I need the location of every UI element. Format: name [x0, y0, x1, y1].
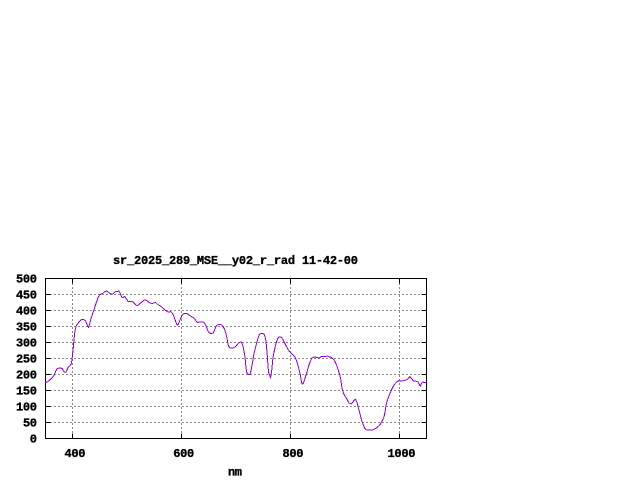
svg-text:400: 400 — [65, 447, 86, 461]
svg-text:sr_2025_289_MSE__y02_r_rad 11-: sr_2025_289_MSE__y02_r_rad 11-42-00 — [113, 254, 358, 268]
svg-text:450: 450 — [16, 289, 37, 303]
svg-text:1000: 1000 — [388, 447, 416, 461]
svg-text:nm: nm — [228, 465, 242, 479]
svg-text:500: 500 — [16, 273, 37, 287]
svg-text:0: 0 — [30, 433, 37, 447]
svg-text:600: 600 — [173, 447, 194, 461]
svg-text:250: 250 — [16, 353, 37, 367]
svg-text:800: 800 — [283, 447, 304, 461]
svg-text:350: 350 — [16, 321, 37, 335]
svg-text:150: 150 — [16, 385, 37, 399]
svg-text:400: 400 — [16, 305, 37, 319]
svg-text:100: 100 — [16, 401, 37, 415]
svg-text:300: 300 — [16, 337, 37, 351]
svg-text:200: 200 — [16, 369, 37, 383]
svg-text:50: 50 — [23, 417, 37, 431]
